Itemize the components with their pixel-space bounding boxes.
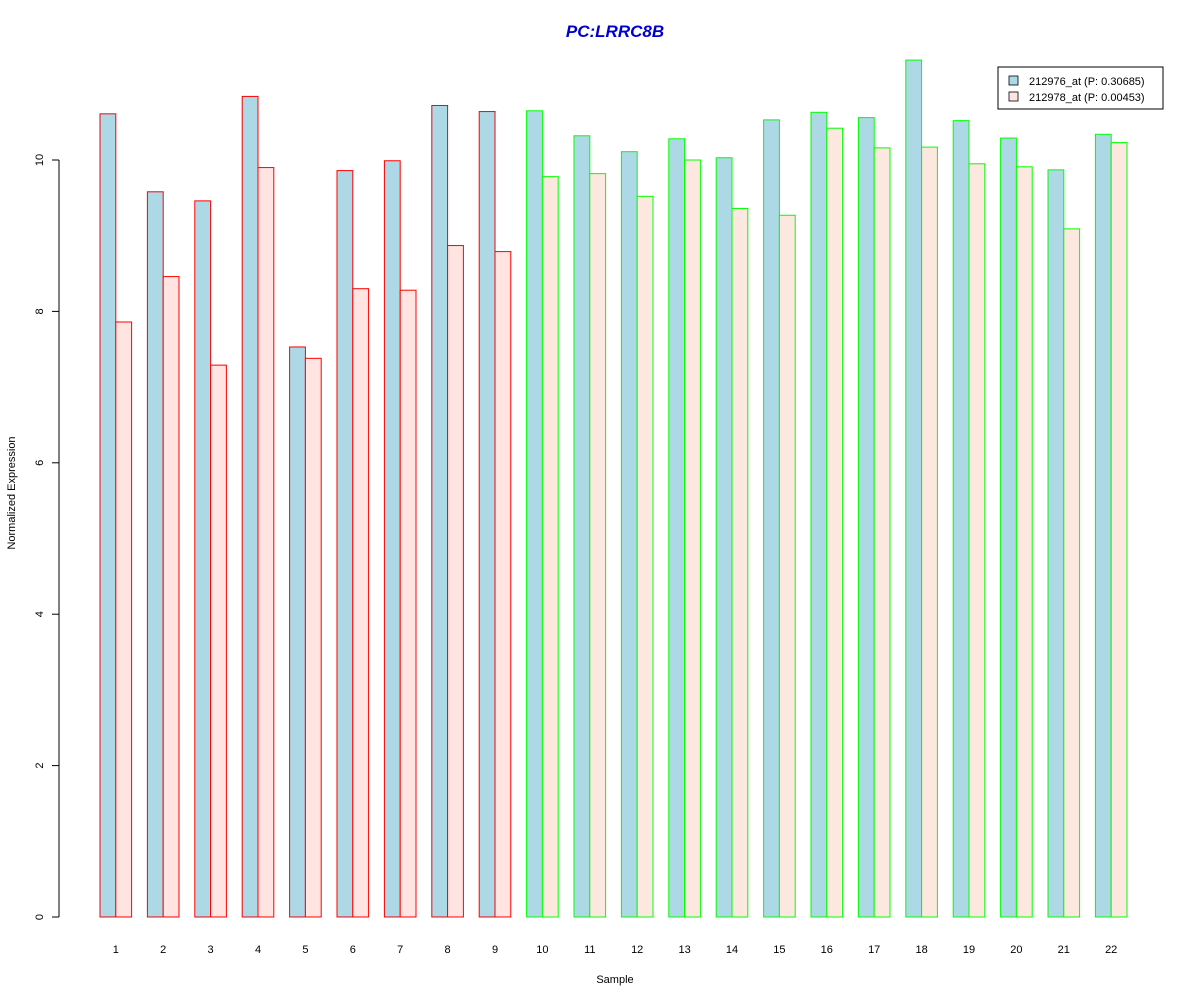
x-tick-label: 17	[868, 944, 880, 956]
y-tick-label: 10	[34, 154, 46, 166]
y-tick-label: 2	[34, 763, 46, 769]
bar-series-1	[857, 117, 875, 918]
bar-series-2	[352, 288, 370, 918]
x-tick-label: 21	[1058, 944, 1070, 956]
bar-series-2	[968, 163, 986, 918]
bar-series-1	[952, 120, 970, 918]
bar-series-2	[684, 159, 701, 918]
x-tick-label: 15	[773, 944, 785, 956]
legend-label-series-2: 212978_at (P: 0.00453)	[1029, 92, 1145, 104]
bar-series-1	[905, 59, 923, 918]
bar-series-2	[873, 147, 891, 918]
x-tick-label: 4	[255, 944, 261, 956]
legend: 212976_at (P: 0.30685) 212978_at (P: 0.0…	[997, 66, 1164, 110]
bars	[99, 59, 1128, 918]
x-tick-label: 2	[160, 944, 166, 956]
bar-series-1	[146, 191, 164, 918]
x-tick-label: 1	[113, 944, 119, 956]
y-tick-label: 8	[34, 308, 46, 314]
bar-series-1	[194, 200, 212, 918]
x-tick-label: 16	[821, 944, 833, 956]
bar-series-2	[636, 195, 654, 918]
x-axis-label: Sample	[596, 974, 633, 986]
bar-series-2	[541, 176, 559, 918]
bar-series-1	[573, 135, 591, 918]
legend-box	[997, 66, 1164, 110]
x-tick-label: 14	[726, 944, 738, 956]
bar-series-2	[210, 364, 227, 918]
bar-series-1	[289, 346, 306, 918]
y-axis-label: Normalized Expression	[6, 436, 18, 549]
legend-swatch-series-1	[1008, 75, 1019, 86]
bar-series-1	[336, 170, 354, 918]
legend-swatch-series-2	[1008, 91, 1019, 102]
bar-series-2	[494, 251, 512, 918]
x-tick-label: 8	[445, 944, 451, 956]
bar-series-1	[241, 95, 259, 918]
y-tick-label: 0	[34, 914, 46, 920]
x-tick-label: 3	[208, 944, 214, 956]
bar-series-1	[1000, 137, 1017, 918]
bar-series-1	[1047, 169, 1065, 918]
bar-series-1	[526, 110, 543, 918]
bar-series-2	[399, 289, 417, 918]
x-tick-label: 9	[492, 944, 498, 956]
x-tick-label: 20	[1010, 944, 1022, 956]
x-tick-label: 5	[302, 944, 308, 956]
bar-series-1	[1094, 133, 1112, 918]
x-tick-label: 7	[397, 944, 403, 956]
bar-series-1	[668, 138, 686, 918]
bar-series-1	[99, 113, 117, 918]
bar-series-2	[115, 321, 133, 918]
bar-series-2	[162, 276, 180, 918]
bar-series-2	[1015, 166, 1033, 918]
bar-series-1	[620, 151, 638, 918]
bar-series-2	[826, 127, 844, 918]
chart-title: PC:LRRC8B	[566, 22, 664, 41]
bar-series-2	[257, 167, 275, 918]
x-tick-label: 6	[350, 944, 356, 956]
bar-series-2	[304, 357, 322, 918]
bar-series-2	[589, 173, 607, 918]
y-tick-label: 6	[34, 460, 46, 466]
bar-series-2	[447, 245, 464, 918]
bar-series-2	[778, 214, 796, 918]
y-tick-label: 4	[34, 611, 46, 617]
x-axis-labels: 1 2 3 4 5 6 7 8 9 10 11 12 13 14 15 16 17 18 19 20 21 22	[113, 944, 1118, 956]
bar-series-2	[1110, 142, 1128, 918]
y-axis: 0 2 4 6 8 10	[34, 154, 60, 920]
bar-series-2	[731, 207, 749, 918]
bar-series-1	[810, 111, 828, 918]
x-tick-label: 18	[915, 944, 927, 956]
x-tick-label: 11	[584, 944, 595, 956]
x-tick-label: 12	[631, 944, 643, 956]
x-tick-label: 22	[1105, 944, 1117, 956]
bar-series-2	[921, 146, 938, 918]
bar-series-1	[715, 157, 733, 918]
bar-series-2	[1063, 228, 1081, 918]
bar-series-1	[431, 104, 449, 918]
x-tick-label: 10	[536, 944, 548, 956]
x-tick-label: 13	[678, 944, 690, 956]
x-tick-label: 19	[963, 944, 975, 956]
bar-series-1	[763, 119, 780, 918]
bar-series-1	[383, 160, 401, 918]
legend-label-series-1: 212976_at (P: 0.30685)	[1029, 76, 1145, 88]
bar-series-1	[478, 111, 496, 918]
